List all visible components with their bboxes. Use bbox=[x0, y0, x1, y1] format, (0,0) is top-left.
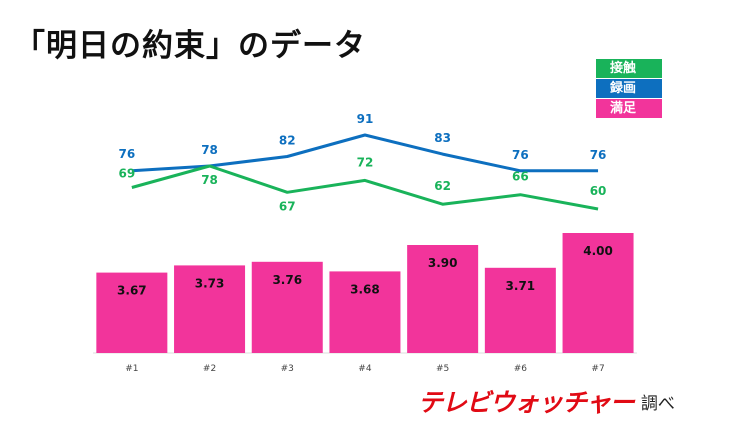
legend: 接触 録画 満足 bbox=[596, 59, 662, 119]
line-value-label: 66 bbox=[512, 170, 529, 184]
line-value-label: 78 bbox=[201, 143, 218, 157]
bar-value-label: 3.73 bbox=[195, 276, 225, 290]
x-tick-label: #7 bbox=[591, 364, 604, 374]
line-value-label: 82 bbox=[279, 133, 296, 147]
bar bbox=[174, 265, 246, 353]
bar bbox=[251, 261, 323, 353]
bar bbox=[329, 271, 401, 353]
line-value-label: 67 bbox=[279, 199, 296, 213]
bar bbox=[96, 272, 168, 353]
x-tick-label: #2 bbox=[203, 364, 216, 374]
bar-value-label: 3.76 bbox=[272, 273, 302, 287]
line-value-label: 72 bbox=[357, 155, 374, 169]
line-value-label: 60 bbox=[590, 184, 607, 198]
x-tick-label: #5 bbox=[436, 364, 449, 374]
bar-value-label: 3.71 bbox=[506, 279, 536, 293]
line-value-label: 83 bbox=[434, 131, 451, 145]
bar bbox=[407, 245, 479, 353]
line-value-label: 76 bbox=[512, 148, 529, 162]
bar-value-label: 4.00 bbox=[583, 244, 613, 258]
legend-item-satisfaction: 満足 bbox=[596, 99, 662, 118]
chart-title: 「明日の約束」のデータ bbox=[14, 28, 366, 64]
bar-value-label: 3.67 bbox=[117, 284, 147, 298]
bar-value-label: 3.90 bbox=[428, 256, 458, 270]
bar bbox=[562, 233, 634, 353]
line-value-label: 76 bbox=[118, 147, 135, 161]
footer-suffix: 調べ bbox=[640, 393, 675, 414]
footer-credit: テレビウォッチャー 調べ bbox=[418, 383, 675, 417]
bar-value-label: 3.68 bbox=[350, 282, 380, 296]
line-value-label: 91 bbox=[357, 112, 374, 126]
brand-logo: テレビウォッチャー bbox=[418, 388, 635, 417]
series-line bbox=[131, 164, 599, 211]
line-value-label: 69 bbox=[118, 167, 135, 181]
line-value-label: 78 bbox=[201, 173, 218, 187]
line-value-label: 76 bbox=[590, 148, 607, 162]
legend-item-contact: 接触 bbox=[596, 59, 662, 78]
x-tick-label: #4 bbox=[358, 364, 372, 374]
legend-item-recording: 録画 bbox=[596, 79, 662, 98]
line-value-label: 62 bbox=[434, 179, 451, 193]
x-tick-label: #1 bbox=[125, 364, 138, 374]
bar bbox=[484, 267, 556, 353]
x-tick-label: #6 bbox=[514, 364, 528, 374]
x-tick-label: #3 bbox=[281, 364, 294, 374]
